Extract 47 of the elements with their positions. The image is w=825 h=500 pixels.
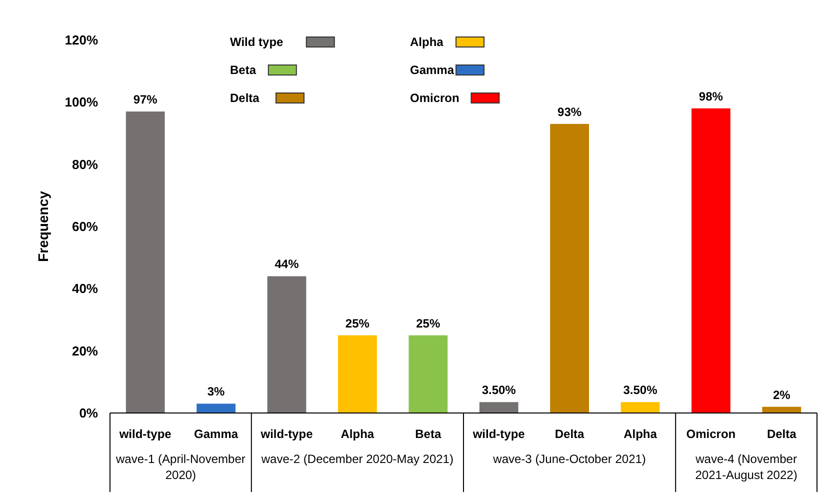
legend-label: Beta [230, 63, 256, 78]
data-label: 93% [558, 104, 582, 119]
x-tick-label: wild-type [260, 427, 314, 441]
bar [550, 124, 589, 413]
y-axis-title: Frequency [35, 190, 51, 262]
legend-label: Wild type [230, 35, 284, 50]
text: wave-2 (December 2020-May 2021) [260, 452, 454, 466]
x-tick-label: Omicron [686, 427, 736, 441]
y-tick-label: 40% [72, 281, 98, 296]
x-tick-label: Alpha [624, 427, 658, 441]
x-tick-label: Delta [554, 427, 585, 441]
y-tick-label: 0% [79, 406, 98, 421]
x-tick-label: Beta [415, 427, 442, 441]
data-label: 25% [416, 316, 440, 330]
bar [408, 335, 448, 413]
data-label: 25% [345, 316, 370, 330]
text: wave-1 (April-November 2020) [115, 452, 246, 482]
y-tick-label: 20% [72, 343, 98, 358]
y-tick-label: 80% [72, 156, 98, 172]
data-label: 2% [772, 388, 791, 402]
bar [692, 108, 730, 413]
data-label: 3.50% [623, 383, 658, 398]
x-tick-label: wild-type [118, 427, 172, 441]
y-tick-label: 60% [72, 219, 98, 234]
legend-label: Omicron [410, 91, 460, 106]
data-label: 3% [207, 384, 226, 399]
x-tick-label: Delta [766, 427, 797, 441]
bar [126, 111, 165, 413]
bar [620, 402, 660, 413]
data-label: 3.50% [482, 383, 516, 398]
x-tick-label: Alpha [340, 427, 374, 441]
bar [479, 402, 518, 413]
legend-label: Alpha [410, 35, 444, 50]
data-label: 97% [133, 92, 158, 106]
y-tick-label: 120% [64, 32, 98, 48]
data-label: 44% [274, 257, 300, 272]
bar [196, 404, 236, 413]
x-tick-label: wild-type [472, 427, 526, 441]
data-label: 98% [698, 89, 724, 104]
text: wave-4 (November 2021-August 2022) [694, 452, 798, 482]
legend-label: Gamma [410, 63, 454, 78]
bar [338, 335, 377, 413]
legend-label: Delta [230, 91, 260, 106]
x-tick-label: Gamma [194, 427, 238, 441]
y-tick-label: 100% [64, 94, 98, 110]
text: wave-3 (June-October 2021) [492, 452, 646, 466]
bar [267, 276, 306, 413]
